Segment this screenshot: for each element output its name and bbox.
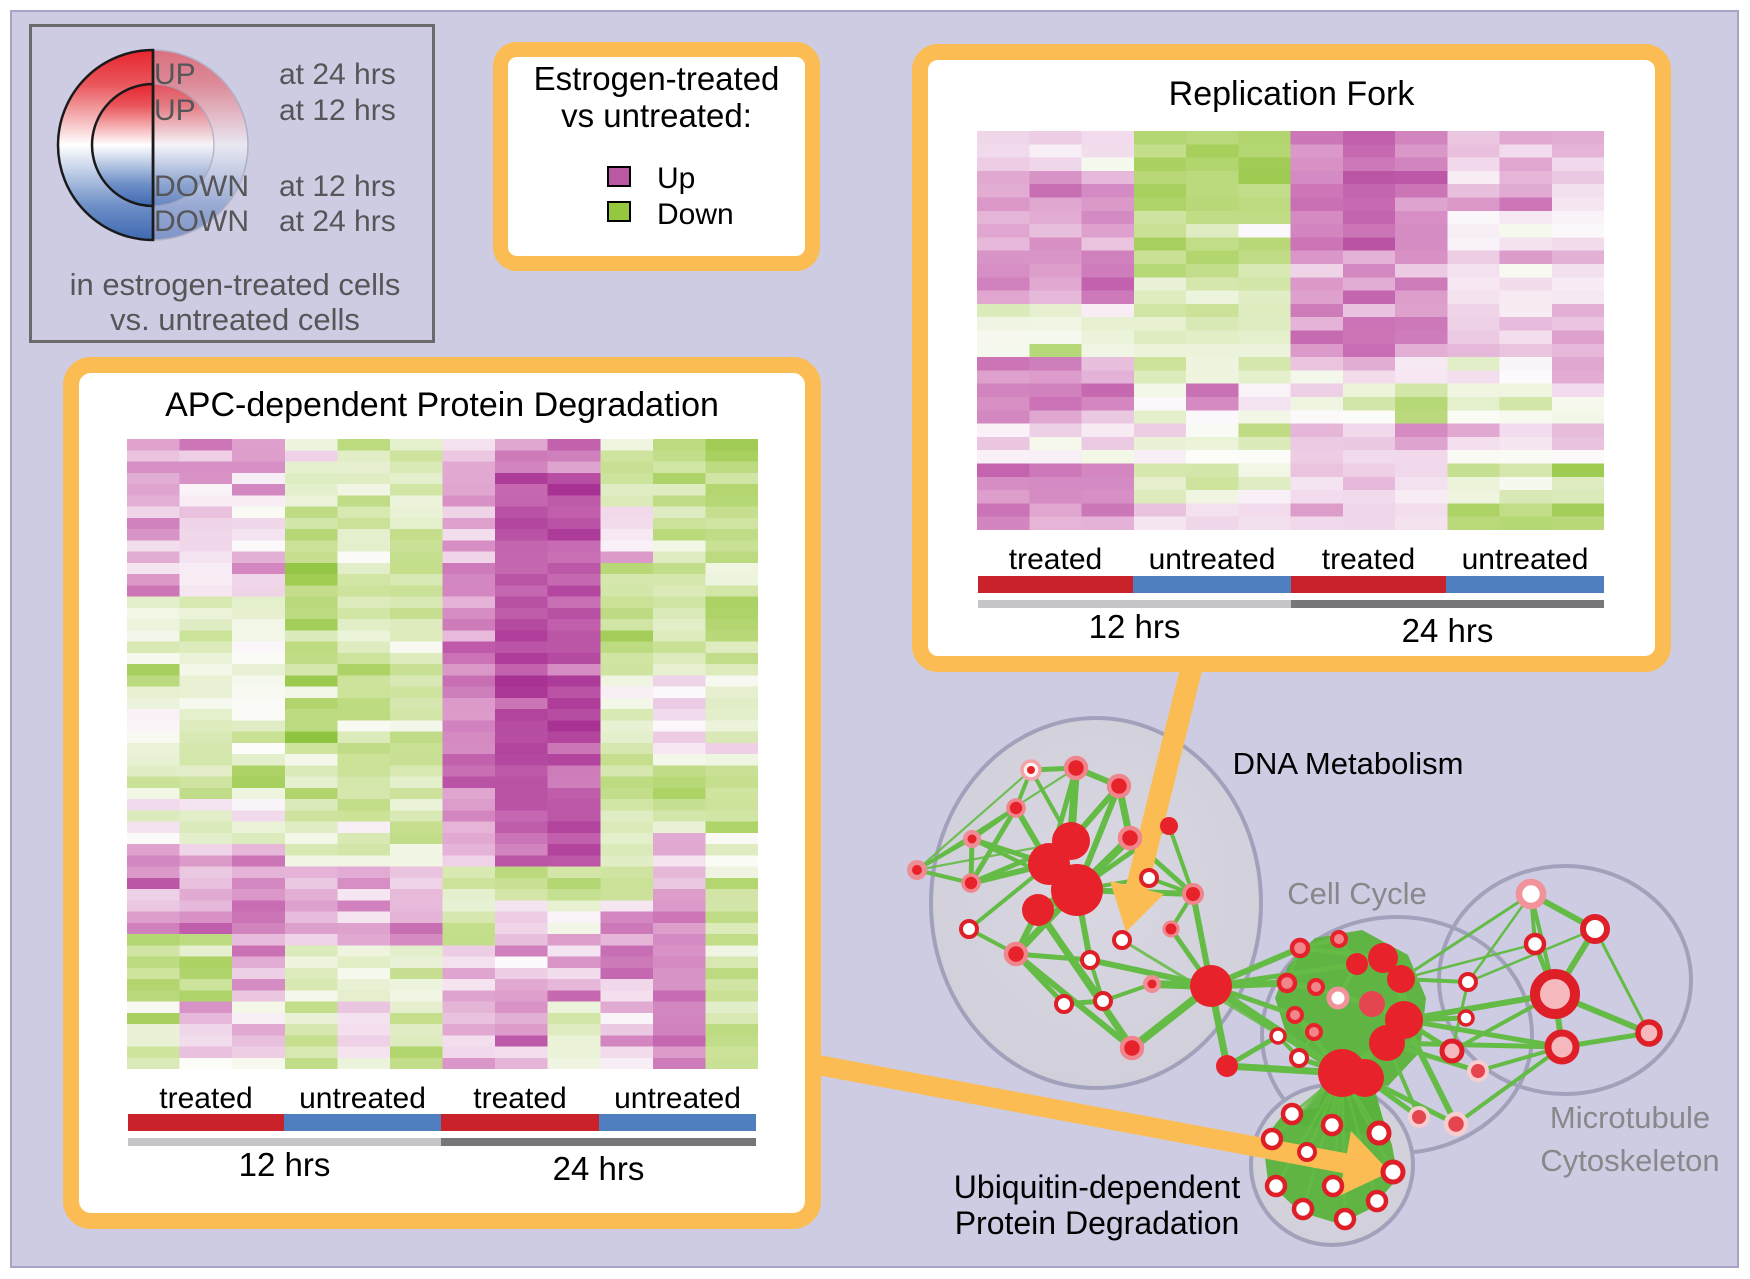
svg-text:Cell Cycle: Cell Cycle [1287,876,1427,911]
svg-text:DNA Metabolism: DNA Metabolism [1233,746,1464,781]
svg-text:Cytoskeleton: Cytoskeleton [1540,1143,1719,1178]
svg-text:Ubiquitin-dependent: Ubiquitin-dependent [954,1169,1241,1205]
svg-text:Protein Degradation: Protein Degradation [955,1205,1240,1241]
svg-text:Microtubule: Microtubule [1550,1100,1710,1135]
